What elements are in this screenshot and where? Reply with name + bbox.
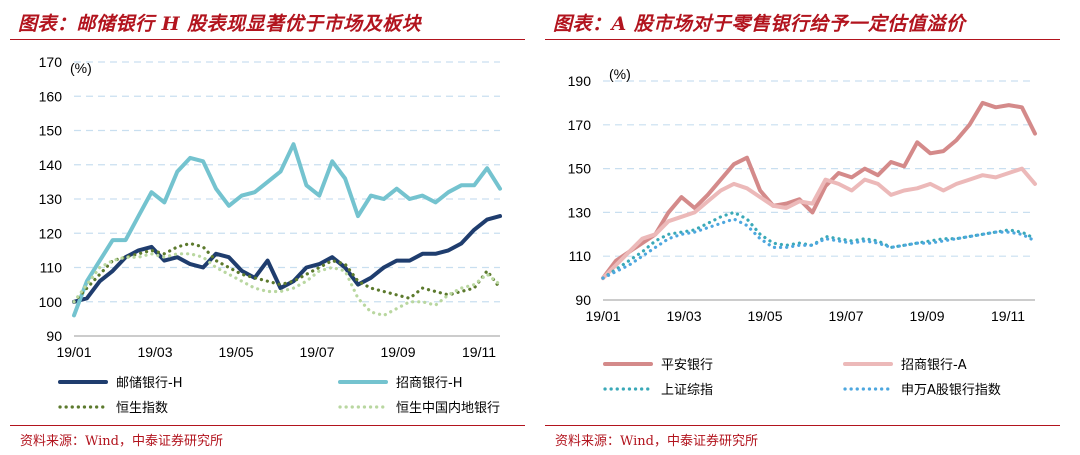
y-tick-label: 190 [568, 73, 592, 89]
legend-label: 招商银行-H [396, 376, 462, 391]
x-tick-label: 19/11 [462, 344, 496, 360]
legend-label: 恒生中国内地银行 [396, 400, 500, 416]
series-line-3 [72, 241, 502, 304]
right-line-chart: 90 110 130 150 170 190 (%) 19/01 19/03 19/05 19/07… [568, 66, 1037, 398]
y-tick-label: 150 [568, 161, 592, 177]
left-chart-title: 图表：邮储银行 H 股表现显著优于市场及板块 [18, 13, 422, 35]
x-tick-label: 19/09 [380, 344, 415, 360]
y-tick-label: 110 [40, 260, 63, 276]
y-tick-label: 130 [39, 191, 63, 207]
right-chart-title: 图表：A 股市场对于零售银行给予一定估值溢价 [553, 13, 966, 35]
x-tick-label: 19/11 [991, 308, 1025, 324]
x-tick-label: 19/05 [747, 308, 782, 324]
left-chart-panel: 图表：邮储银行 H 股表现显著优于市场及板块 90 100 110 120 130 140… [10, 0, 540, 455]
x-tick-label: 19/03 [137, 344, 172, 360]
series-line-1 [601, 100, 1037, 281]
y-tick-label: 160 [39, 88, 63, 104]
y-tick-label: 100 [39, 294, 63, 310]
legend-label: 招商银行-A [901, 358, 967, 373]
y-tick-label: 90 [46, 328, 62, 344]
y-tick-label: 140 [39, 157, 63, 173]
y-tick-label: 130 [568, 204, 592, 220]
legend-label: 申万A股银行指数 [901, 383, 1001, 398]
x-tick-label: 19/01 [585, 308, 620, 324]
y-tick-label: 170 [39, 54, 63, 70]
right-chart-panel: 图表：A 股市场对于零售银行给予一定估值溢价 90 110 130 150 170 190… [545, 0, 1075, 455]
y-unit-label: (%) [609, 66, 631, 82]
right-title-rule [545, 39, 1060, 40]
y-unit-label: (%) [70, 60, 92, 76]
left-line-chart: 90 100 110 120 130 140 150 160 170 (%) 19/01 19/03 1… [39, 54, 502, 416]
legend-label: 平安银行 [661, 358, 713, 373]
legend-label: 邮储银行-H [116, 376, 182, 391]
x-tick-label: 19/07 [299, 344, 334, 360]
legend-label: 恒生指数 [116, 401, 168, 416]
left-source-note: 资料来源：Wind，中泰证券研究所 [20, 434, 223, 449]
series-line-2 [72, 142, 502, 318]
series-line-4 [72, 252, 502, 317]
series-line-4 [601, 217, 1037, 280]
left-title-rule [10, 39, 525, 40]
x-tick-label: 19/03 [666, 308, 701, 324]
right-bottom-rule [545, 425, 1060, 426]
x-tick-label: 19/05 [218, 344, 253, 360]
series-line-1 [72, 214, 502, 304]
y-tick-label: 110 [569, 248, 592, 264]
left-bottom-rule [10, 425, 525, 426]
series-line-2 [601, 166, 1037, 281]
right-source-note: 资料来源：Wind，中泰证券研究所 [555, 434, 758, 449]
x-tick-label: 19/07 [828, 308, 863, 324]
y-tick-label: 150 [39, 123, 63, 139]
y-tick-label: 170 [568, 117, 592, 133]
legend-label: 上证综指 [661, 383, 713, 398]
x-tick-label: 19/01 [56, 344, 91, 360]
y-tick-label: 120 [39, 225, 63, 241]
x-tick-label: 19/09 [909, 308, 944, 324]
y-tick-label: 90 [575, 292, 591, 308]
series-line-3 [601, 210, 1037, 280]
